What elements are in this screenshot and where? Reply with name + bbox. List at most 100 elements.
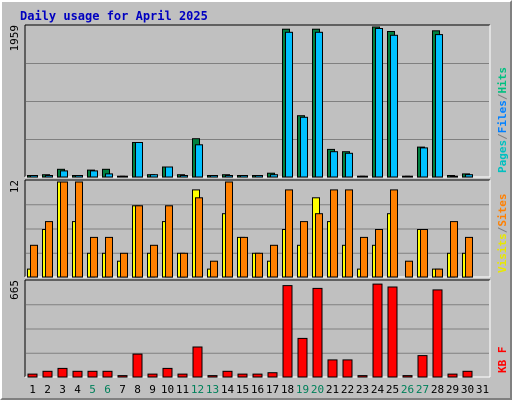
bar-kb-f [42,370,53,378]
bar-files [75,175,83,178]
bar-kb-f [192,346,203,378]
legend-entry: Pages [496,140,509,173]
bar-kb-f [357,375,368,378]
legend-entry: KB F [496,347,509,374]
bar-kb-f [72,370,83,378]
bar-files [360,175,368,178]
legend: Visits/Sites [496,194,509,274]
bar-kb-f [417,355,428,378]
x-tick-label: 15 [236,383,249,396]
bar-files [105,173,113,178]
bar-sites [300,221,308,278]
bar-sites [180,252,188,278]
x-tick-label: 10 [161,383,174,396]
legend-entry: / [496,133,509,140]
bar-sites [120,252,128,278]
x-tick-label: 3 [59,383,66,396]
x-tick-label: 7 [119,383,126,396]
bar-sites [465,236,473,278]
bar-kb-f [162,367,173,378]
bar-files [315,31,323,178]
x-tick-label: 16 [251,383,264,396]
legend-entry: Sites [496,194,509,227]
x-tick-label: 29 [446,383,459,396]
x-tick-label: 23 [356,383,369,396]
bar-kb-f [372,283,383,378]
bar-files [225,175,233,178]
bar-sites [405,260,413,278]
bar-files [60,170,68,178]
x-tick-label: 25 [386,383,399,396]
x-tick-label: 31 [476,383,489,396]
x-tick-label: 20 [311,383,324,396]
bar-files [375,28,383,178]
bar-kb-f [387,286,398,378]
bar-sites [30,244,38,278]
x-tick-label: 6 [104,383,111,396]
x-tick-label: 22 [341,383,354,396]
bar-sites [375,229,383,278]
bar-sites [105,236,113,278]
legend-entry: Hits [496,67,509,94]
bar-sites [45,221,53,278]
bar-sites [60,181,68,278]
bar-files [120,175,128,178]
y-axis-max-label: 1959 [8,25,21,52]
bar-sites [240,236,248,278]
bar-sites [75,181,83,278]
x-tick-label: 5 [89,383,96,396]
bar-kb-f [327,359,338,378]
x-tick-label: 12 [191,383,204,396]
x-tick-label: 30 [461,383,474,396]
bar-files [30,175,38,178]
x-tick-label: 4 [74,383,81,396]
bar-files [180,175,188,178]
x-tick-label: 2 [44,383,51,396]
x-tick-label: 9 [149,383,156,396]
y-axis-max-label: 665 [8,280,21,300]
x-tick-label: 27 [416,383,429,396]
bar-files [165,166,173,178]
y-axis-max-label: 12 [8,180,21,193]
bar-sites [390,189,398,278]
x-tick-label: 28 [431,383,444,396]
bar-kb-f [177,373,188,378]
bar-sites [195,197,203,278]
bar-kb-f [147,373,158,378]
bar-files [255,175,263,178]
bar-files [450,175,458,178]
bar-sites [225,181,233,278]
bar-sites [285,189,293,278]
bar-files [150,174,158,178]
bar-files [285,31,293,178]
x-tick-label: 18 [281,383,294,396]
bar-sites [255,252,263,278]
bar-sites [315,213,323,278]
bar-kb-f [447,373,458,378]
legend-entry: / [496,93,509,100]
bar-kb-f [252,373,263,378]
bar-files [210,175,218,178]
bar-files [465,174,473,178]
bar-kb-f [102,370,113,378]
bar-kb-f [267,372,278,378]
bar-sites [150,244,158,278]
bar-files [420,147,428,178]
bar-files [330,151,338,178]
x-tick-label: 24 [371,383,385,396]
bar-sites [90,236,98,278]
bar-sites [210,260,218,278]
bar-files [135,142,143,178]
bar-kb-f [132,353,143,378]
bar-sites [360,236,368,278]
bar-sites [165,205,173,278]
legend: Pages/Files/Hits [496,67,509,173]
bar-kb-f [342,359,353,378]
bar-files [240,175,248,178]
bar-sites [435,268,443,278]
bar-kb-f [117,375,128,378]
bar-kb-f [57,367,68,378]
x-tick-label: 14 [221,383,235,396]
legend-entry: / [496,226,509,233]
